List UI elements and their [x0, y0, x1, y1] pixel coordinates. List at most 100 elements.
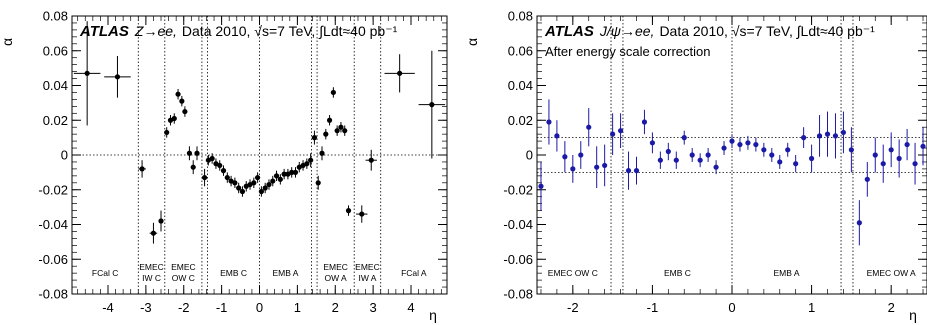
marker — [801, 135, 807, 141]
marker — [904, 141, 910, 148]
marker — [304, 161, 310, 167]
data-point — [73, 21, 101, 126]
chart-panel-jpsi-ee: -0.08 -0.06 -0.04 -0.02 0 0.02 0.04 0.06 0.08 -2 -… — [464, 9, 927, 323]
marker — [633, 168, 640, 174]
marker — [729, 138, 735, 144]
x-axis-title: η — [909, 307, 917, 323]
x-tick-label: 2 — [332, 300, 339, 315]
marker — [194, 150, 200, 156]
marker — [912, 161, 918, 167]
marker — [641, 119, 648, 125]
marker — [610, 131, 616, 137]
data-point — [856, 200, 862, 246]
marker — [277, 176, 283, 182]
data-point — [554, 120, 560, 152]
marker — [570, 166, 576, 172]
region-label: FCal A — [401, 268, 427, 278]
data-point — [617, 113, 624, 149]
y-axis-title: α — [0, 38, 15, 46]
data-point — [201, 168, 208, 187]
region-label: EMB C — [220, 268, 247, 278]
data-point — [289, 167, 295, 178]
y-tick-label: 0.04 — [508, 78, 533, 93]
marker — [769, 152, 775, 158]
marker — [368, 157, 374, 163]
region-label: OW C — [172, 273, 195, 283]
marker — [84, 70, 90, 76]
marker — [713, 164, 719, 170]
x-axis-title: η — [429, 307, 437, 323]
marker — [689, 152, 695, 158]
data-point — [761, 142, 767, 157]
marker — [330, 89, 336, 96]
atlas-label: ATLAS — [544, 23, 594, 40]
marker — [737, 141, 743, 148]
data-point — [239, 186, 246, 197]
data-point — [824, 111, 831, 157]
region-label: EMEC — [323, 262, 348, 272]
data-point — [880, 144, 886, 183]
region-label: OW A — [325, 273, 348, 283]
x-tick-label: 4 — [407, 300, 414, 315]
y-axis-title: α — [464, 38, 480, 46]
marker — [816, 133, 823, 139]
data-point — [673, 151, 679, 169]
data-point — [277, 174, 283, 185]
data-point — [232, 177, 238, 189]
marker — [777, 159, 783, 165]
data-point — [330, 87, 336, 98]
data-point — [104, 55, 131, 98]
data-point — [840, 111, 847, 154]
marker — [258, 188, 264, 195]
plot-subtitle: After energy scale correction — [545, 44, 710, 59]
y-tick-label: -0.06 — [503, 252, 533, 267]
data-point — [255, 172, 261, 183]
marker — [158, 218, 164, 224]
marker — [880, 161, 886, 167]
data-point — [864, 161, 870, 197]
marker — [578, 152, 584, 158]
marker — [832, 133, 839, 139]
marker — [239, 188, 246, 195]
data-point — [832, 113, 839, 159]
data-point — [801, 127, 807, 149]
marker — [232, 180, 238, 186]
marker — [270, 178, 276, 184]
x-tick-label: 1 — [808, 300, 815, 315]
data-point — [816, 115, 823, 157]
x-tick-label: -4 — [102, 300, 114, 315]
marker — [657, 157, 663, 163]
y-tick-label: 0.02 — [508, 113, 533, 128]
x-tick-label: 2 — [888, 300, 895, 315]
marker — [281, 171, 287, 177]
data-point — [657, 151, 663, 169]
data-point — [808, 144, 815, 173]
y-tick-label: -0.06 — [38, 252, 68, 267]
data-point — [281, 168, 287, 180]
data-point — [610, 113, 616, 155]
y-tick-label: -0.08 — [503, 287, 533, 302]
marker — [217, 162, 223, 169]
plot-title: ATLAS J/ψ→ee, Data 2010, √s=7 TeV, ∫Ldt≈40… — [544, 23, 875, 40]
marker — [236, 185, 242, 191]
data-point — [251, 177, 257, 189]
data-point — [164, 127, 170, 138]
y-tick-label: -0.02 — [38, 182, 68, 197]
marker — [273, 173, 280, 179]
marker — [554, 133, 560, 139]
data-point — [769, 148, 775, 162]
data-point — [418, 50, 446, 159]
data-point — [308, 153, 314, 168]
marker — [856, 220, 862, 226]
region-label: IW C — [142, 273, 161, 283]
region-label: EMEC OW C — [548, 268, 598, 278]
marker — [538, 183, 544, 189]
marker — [139, 166, 145, 172]
data-point — [737, 137, 743, 152]
data-point — [729, 134, 735, 149]
data-point — [705, 148, 711, 162]
marker — [697, 157, 703, 163]
marker — [164, 129, 170, 136]
x-tick-label: -1 — [216, 300, 228, 315]
data-point — [785, 142, 791, 157]
